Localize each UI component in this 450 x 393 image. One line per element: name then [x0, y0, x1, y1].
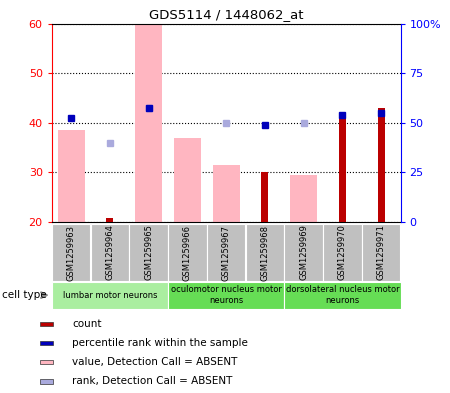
Bar [52, 224, 90, 281]
Text: GSM1259968: GSM1259968 [261, 224, 270, 281]
Bar [323, 224, 361, 281]
Bar [339, 118, 346, 222]
Bar [212, 165, 240, 222]
Text: GSM1259963: GSM1259963 [67, 224, 76, 281]
Bar [58, 130, 85, 222]
Text: GSM1259966: GSM1259966 [183, 224, 192, 281]
Text: GSM1259971: GSM1259971 [377, 224, 386, 281]
Bar [207, 224, 245, 281]
Bar [168, 224, 207, 281]
Bar [40, 360, 54, 364]
Title: GDS5114 / 1448062_at: GDS5114 / 1448062_at [149, 8, 303, 21]
Text: cell type: cell type [2, 290, 47, 300]
Text: percentile rank within the sample: percentile rank within the sample [72, 338, 248, 348]
Bar [290, 175, 317, 222]
Bar [168, 282, 284, 309]
Bar [130, 224, 168, 281]
Bar [284, 282, 400, 309]
Bar [284, 224, 323, 281]
Text: count: count [72, 319, 102, 329]
Bar [362, 224, 400, 281]
Text: GSM1259965: GSM1259965 [144, 224, 153, 281]
Bar [174, 138, 201, 222]
Text: oculomotor nucleus motor
neurons: oculomotor nucleus motor neurons [171, 285, 282, 305]
Bar [135, 24, 162, 222]
Bar [40, 379, 54, 384]
Text: GSM1259964: GSM1259964 [105, 224, 114, 281]
Bar [246, 224, 284, 281]
Text: GSM1259970: GSM1259970 [338, 224, 347, 281]
Bar [40, 322, 54, 326]
Bar [52, 282, 168, 309]
Bar [106, 218, 113, 222]
Bar [91, 224, 129, 281]
Text: rank, Detection Call = ABSENT: rank, Detection Call = ABSENT [72, 376, 233, 386]
Text: value, Detection Call = ABSENT: value, Detection Call = ABSENT [72, 357, 238, 367]
Text: GSM1259967: GSM1259967 [221, 224, 230, 281]
Text: GSM1259969: GSM1259969 [299, 224, 308, 281]
Bar [40, 341, 54, 345]
Text: lumbar motor neurons: lumbar motor neurons [63, 291, 157, 299]
Text: dorsolateral nucleus motor
neurons: dorsolateral nucleus motor neurons [286, 285, 399, 305]
Bar [378, 108, 385, 222]
Bar [261, 173, 268, 222]
